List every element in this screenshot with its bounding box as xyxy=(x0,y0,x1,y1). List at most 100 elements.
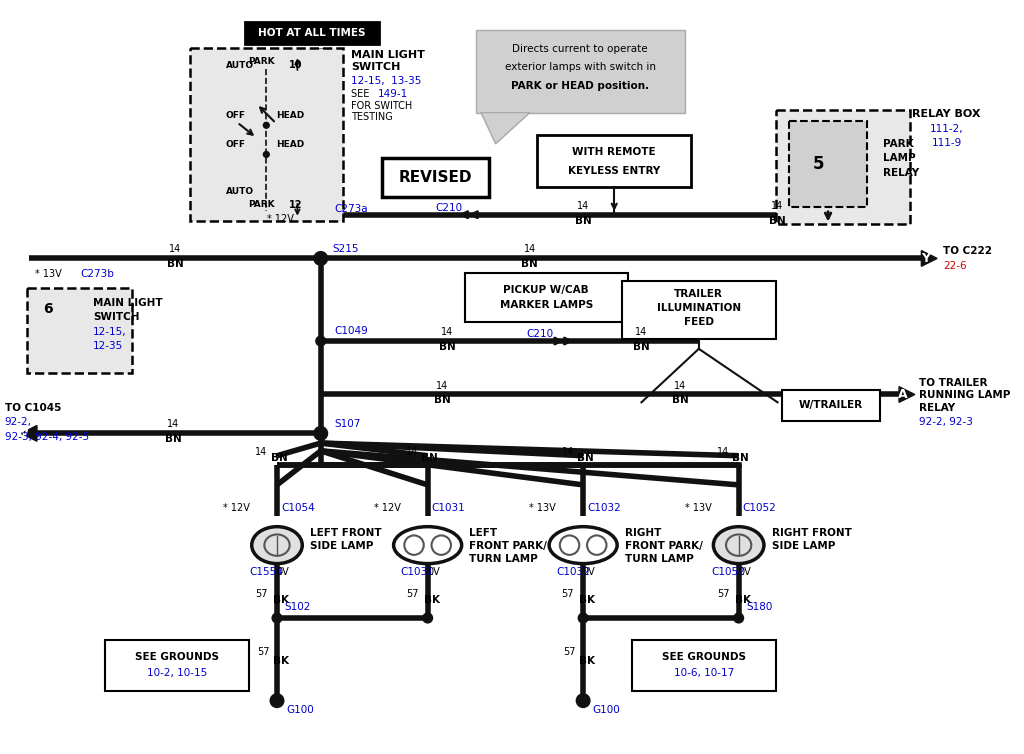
Text: PARK or HEAD position.: PARK or HEAD position. xyxy=(511,81,649,91)
Text: C1032: C1032 xyxy=(587,503,621,513)
Text: * 13V: * 13V xyxy=(35,269,61,279)
Ellipse shape xyxy=(252,527,302,563)
Text: SIDE LAMP: SIDE LAMP xyxy=(310,541,374,551)
Text: * 12V: * 12V xyxy=(266,213,294,224)
Text: C1052: C1052 xyxy=(712,567,745,578)
Polygon shape xyxy=(22,425,37,441)
FancyBboxPatch shape xyxy=(538,135,691,188)
Text: 12: 12 xyxy=(289,200,302,210)
Text: C210: C210 xyxy=(435,203,463,213)
Text: 111-9: 111-9 xyxy=(932,138,962,148)
Text: PARK: PARK xyxy=(248,201,274,210)
Text: G100: G100 xyxy=(287,706,314,716)
Text: BN: BN xyxy=(270,452,288,463)
Circle shape xyxy=(263,152,269,158)
Text: SWITCH: SWITCH xyxy=(93,311,140,322)
Text: 10-6, 10-17: 10-6, 10-17 xyxy=(674,669,734,679)
Polygon shape xyxy=(899,387,914,403)
Text: FRONT PARK/: FRONT PARK/ xyxy=(469,541,547,551)
Text: SWITCH: SWITCH xyxy=(351,62,400,72)
Text: 92-2, 92-3: 92-2, 92-3 xyxy=(920,417,973,427)
Text: 111-2,: 111-2, xyxy=(930,124,964,134)
FancyBboxPatch shape xyxy=(28,287,132,373)
Text: 12-35: 12-35 xyxy=(93,341,124,351)
Text: 0V: 0V xyxy=(427,567,440,578)
FancyBboxPatch shape xyxy=(632,640,775,691)
Text: BN: BN xyxy=(421,452,438,463)
Text: 57: 57 xyxy=(561,589,573,599)
Text: HEAD: HEAD xyxy=(276,111,305,120)
Text: RIGHT FRONT: RIGHT FRONT xyxy=(772,529,852,538)
Text: 6: 6 xyxy=(43,302,52,316)
Text: C1031: C1031 xyxy=(431,503,465,513)
Text: TO C1045: TO C1045 xyxy=(5,403,61,413)
Text: LEFT: LEFT xyxy=(469,529,498,538)
Text: Directs current to operate: Directs current to operate xyxy=(512,44,648,54)
Text: 10-2, 10-15: 10-2, 10-15 xyxy=(146,669,207,679)
Circle shape xyxy=(315,336,326,346)
Text: 57: 57 xyxy=(717,589,729,599)
FancyBboxPatch shape xyxy=(189,48,343,220)
Text: BN: BN xyxy=(633,342,650,352)
Text: BN: BN xyxy=(434,395,451,406)
Text: BK: BK xyxy=(272,595,289,605)
Text: SEE GROUNDS: SEE GROUNDS xyxy=(135,652,219,662)
Text: 57: 57 xyxy=(563,647,575,657)
Text: Y: Y xyxy=(921,252,930,265)
Text: W: W xyxy=(14,427,29,440)
Text: 0V: 0V xyxy=(276,567,289,578)
FancyBboxPatch shape xyxy=(382,158,488,198)
Text: BN: BN xyxy=(167,259,183,269)
Text: FOR SWITCH: FOR SWITCH xyxy=(351,101,412,111)
Text: FRONT PARK/: FRONT PARK/ xyxy=(625,541,702,551)
Text: 14: 14 xyxy=(255,447,267,457)
Text: C210: C210 xyxy=(526,329,554,339)
Text: RELAY BOX: RELAY BOX xyxy=(912,109,981,118)
Text: ILLUMINATION: ILLUMINATION xyxy=(656,303,741,313)
Text: 14: 14 xyxy=(406,447,418,457)
Text: * 12V: * 12V xyxy=(223,503,250,513)
Circle shape xyxy=(577,694,590,707)
Text: 14: 14 xyxy=(717,447,729,457)
Text: 14: 14 xyxy=(635,327,647,337)
Text: 14: 14 xyxy=(436,381,449,391)
Ellipse shape xyxy=(714,527,764,563)
Text: 12-15,  13-35: 12-15, 13-35 xyxy=(351,75,421,85)
Text: C273b: C273b xyxy=(81,269,115,279)
Text: 0V: 0V xyxy=(738,567,751,578)
Polygon shape xyxy=(481,112,529,144)
Circle shape xyxy=(734,613,743,623)
Text: S102: S102 xyxy=(285,602,311,612)
FancyBboxPatch shape xyxy=(105,640,249,691)
Text: OFF: OFF xyxy=(225,140,246,149)
Text: 14: 14 xyxy=(169,244,181,253)
Text: BK: BK xyxy=(424,595,439,605)
Text: C1554: C1554 xyxy=(250,567,284,578)
Text: 14: 14 xyxy=(578,201,589,211)
Text: 92-3, 92-4, 92-5: 92-3, 92-4, 92-5 xyxy=(5,432,89,443)
Text: TESTING: TESTING xyxy=(351,112,392,122)
Text: OFF: OFF xyxy=(225,111,246,120)
Text: 57: 57 xyxy=(406,589,419,599)
Text: MAIN LIGHT: MAIN LIGHT xyxy=(93,298,163,308)
Text: TURN LAMP: TURN LAMP xyxy=(469,553,539,564)
Text: BK: BK xyxy=(579,595,595,605)
FancyBboxPatch shape xyxy=(465,273,628,322)
FancyBboxPatch shape xyxy=(790,121,867,207)
Text: KEYLESS ENTRY: KEYLESS ENTRY xyxy=(568,166,660,176)
Text: TURN LAMP: TURN LAMP xyxy=(625,553,693,564)
Text: BN: BN xyxy=(165,434,181,444)
Text: RELAY: RELAY xyxy=(920,403,955,413)
Text: C1031: C1031 xyxy=(400,567,434,578)
Text: SEE: SEE xyxy=(351,89,373,100)
Text: W/TRAILER: W/TRAILER xyxy=(799,400,863,410)
Text: BN: BN xyxy=(438,342,456,352)
Circle shape xyxy=(263,122,269,128)
Text: BN: BN xyxy=(769,216,785,225)
Text: 149-1: 149-1 xyxy=(378,89,409,100)
Text: 14: 14 xyxy=(167,418,179,429)
Text: C1032: C1032 xyxy=(556,567,590,578)
Text: 14: 14 xyxy=(674,381,686,391)
Text: 22-6: 22-6 xyxy=(943,261,967,271)
Text: WITH REMOTE: WITH REMOTE xyxy=(572,148,656,158)
